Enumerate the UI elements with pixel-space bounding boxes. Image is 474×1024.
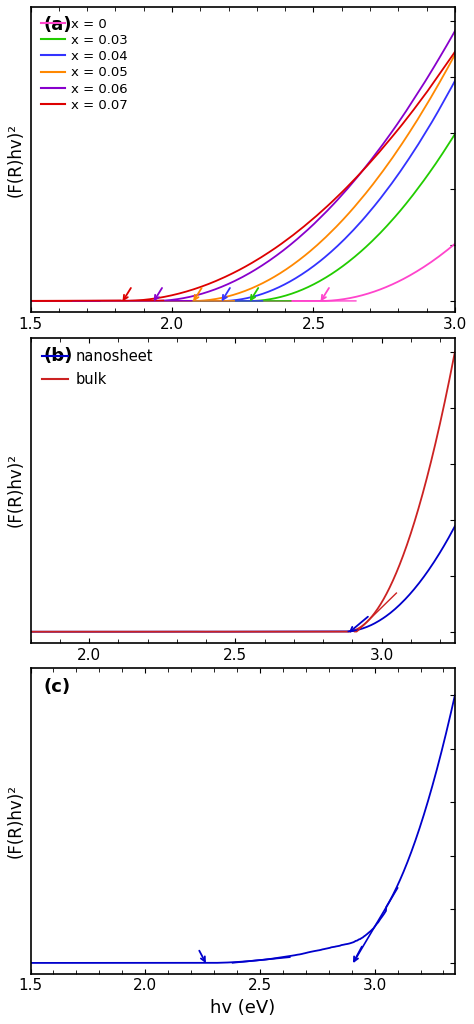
Text: (b): (b) [43, 347, 73, 365]
Text: (c): (c) [43, 678, 70, 695]
Y-axis label: (F(R)hv)²: (F(R)hv)² [7, 784, 25, 858]
Y-axis label: (F(R)hv)²: (F(R)hv)² [7, 454, 25, 527]
Legend: nanosheet, bulk: nanosheet, bulk [38, 345, 157, 391]
Legend: x = 0, x = 0.03, x = 0.04, x = 0.05, x = 0.06, x = 0.07: x = 0, x = 0.03, x = 0.04, x = 0.05, x =… [37, 13, 132, 116]
Text: (a): (a) [43, 16, 72, 34]
Y-axis label: (F(R)hv)²: (F(R)hv)² [7, 123, 25, 197]
X-axis label: hv (eV): hv (eV) [210, 999, 275, 1017]
